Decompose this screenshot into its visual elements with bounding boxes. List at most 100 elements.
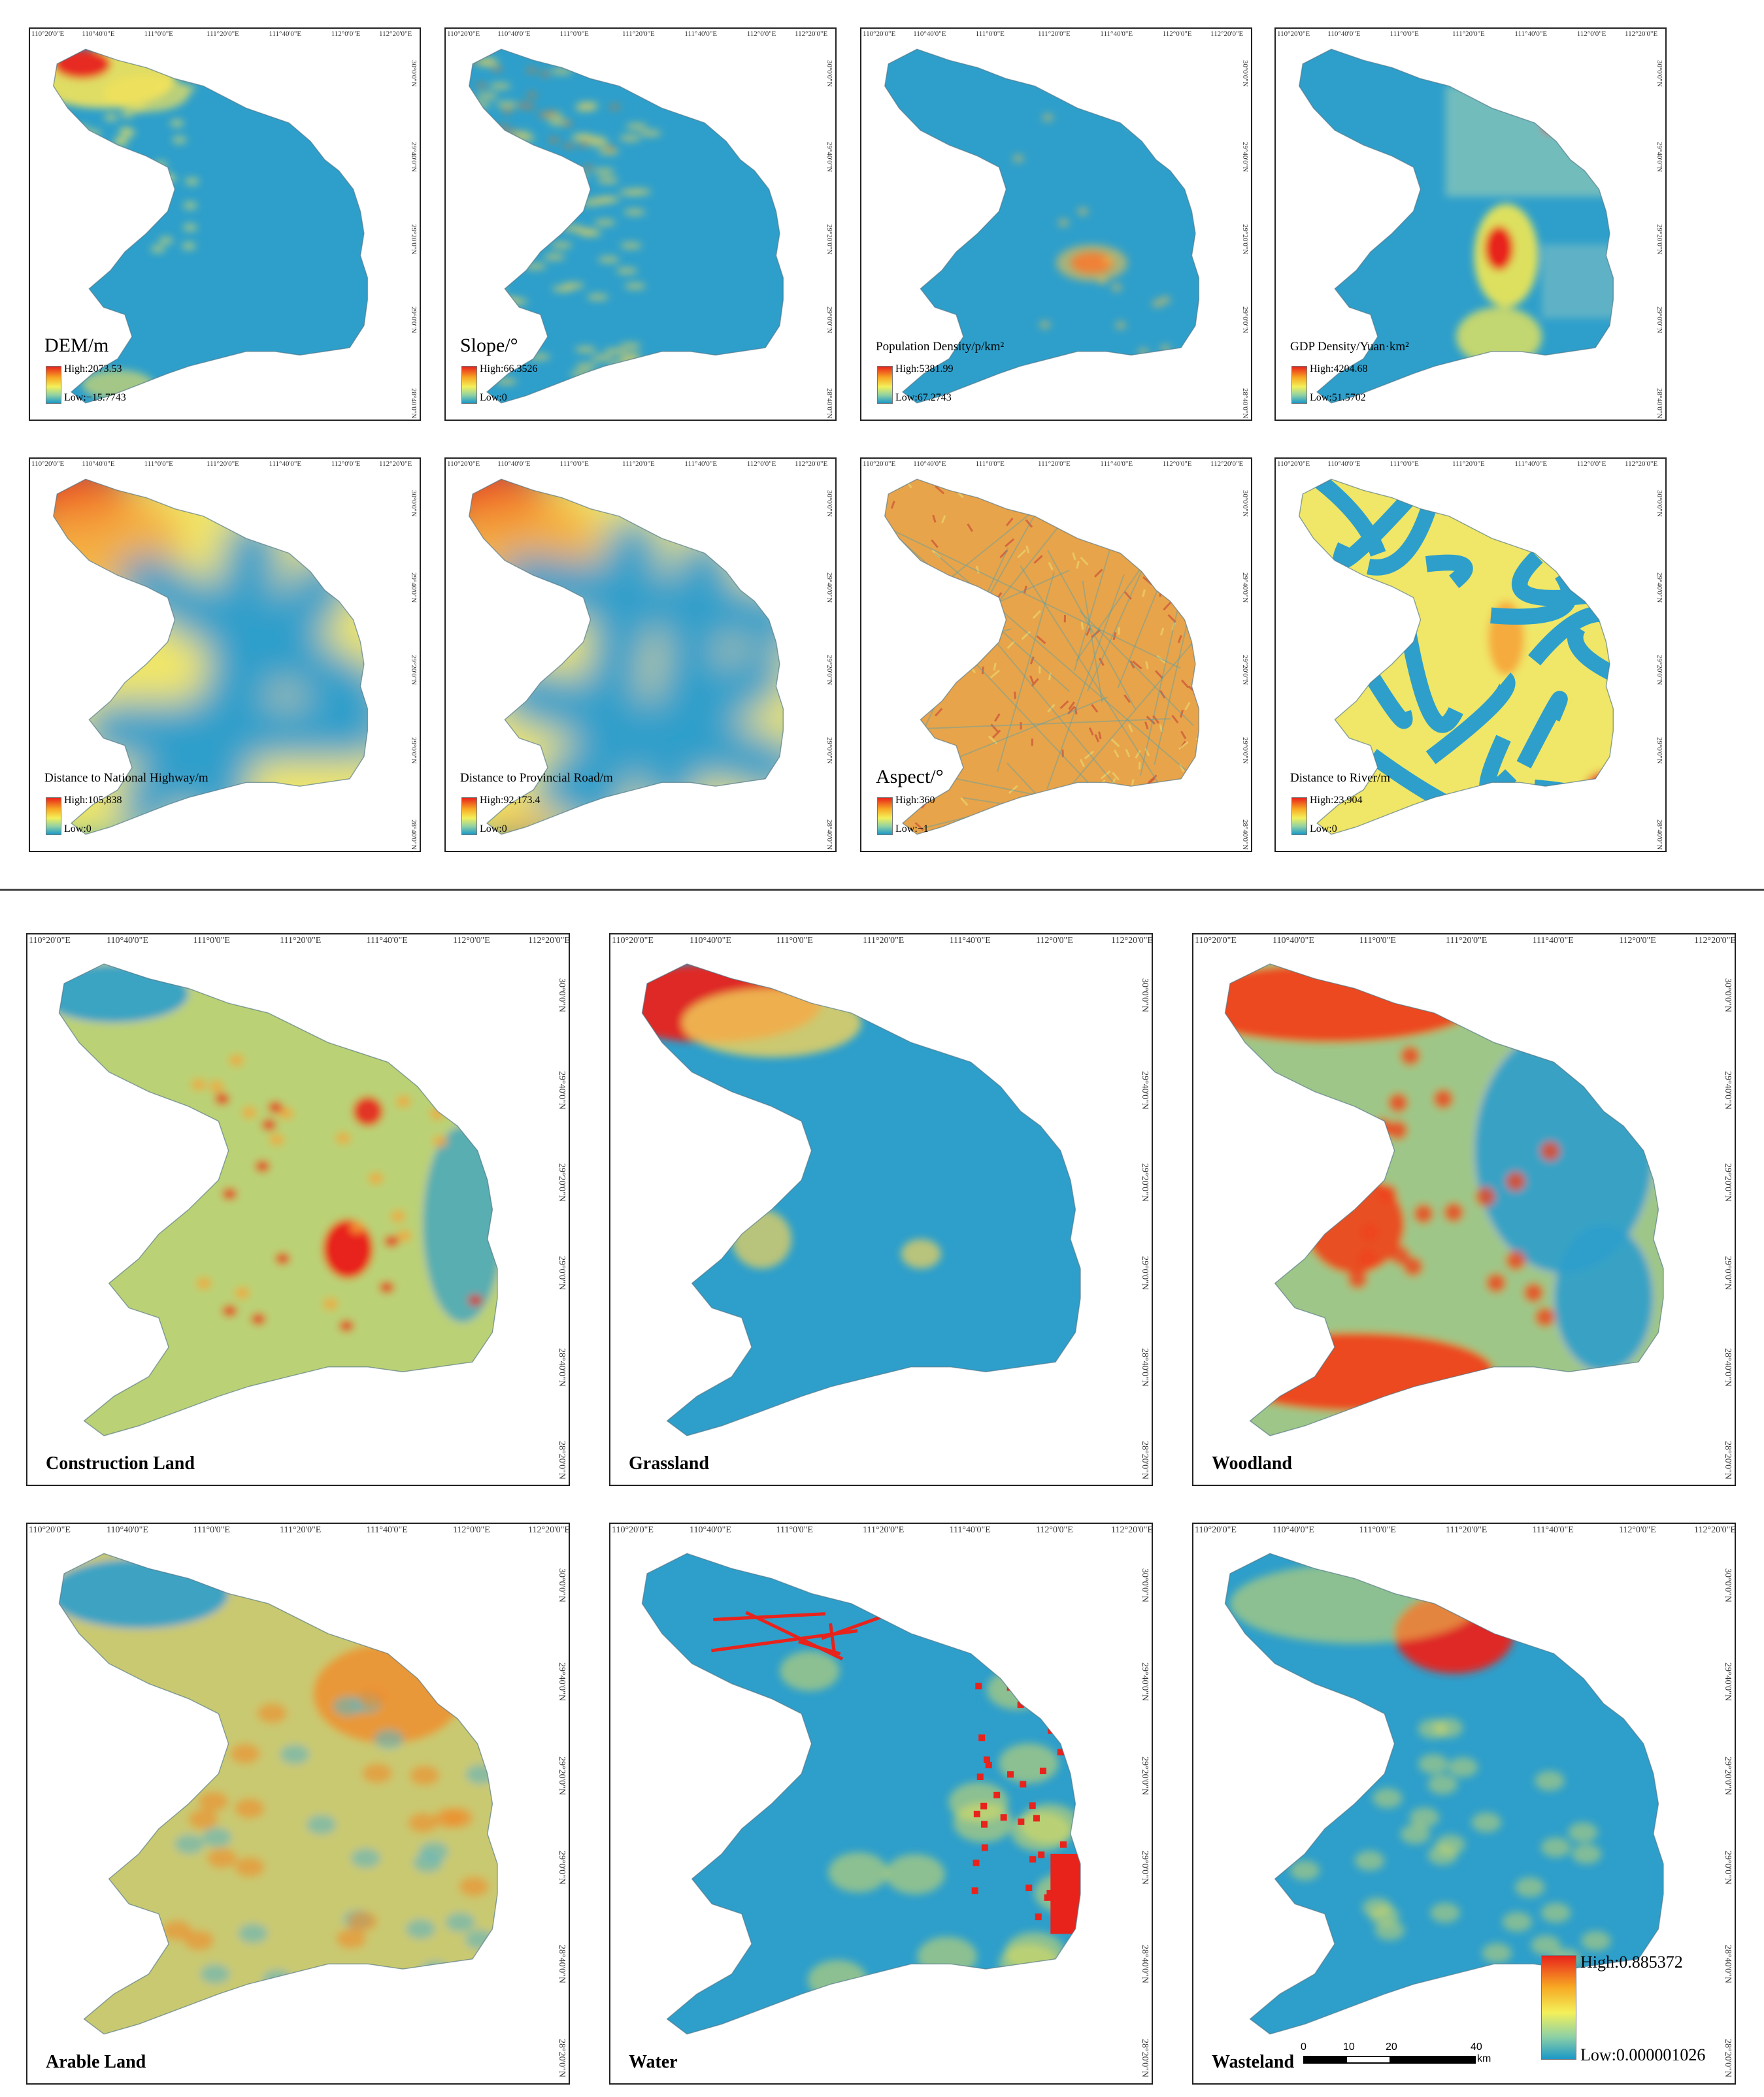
lon-tick-top: 112°20'0"E bbox=[1694, 1525, 1736, 1535]
lon-tick-top: 110°20'0"E bbox=[29, 1525, 71, 1535]
lon-tick-top: 111°40'0"E bbox=[366, 1525, 408, 1535]
lat-tick-right: 29°20'0"N bbox=[1241, 224, 1249, 255]
lon-tick-top: 111°40'0"E bbox=[684, 460, 718, 468]
legend-low: Low:67.2743 bbox=[895, 392, 952, 403]
lat-tick-right: 30°0'0"N bbox=[1723, 1568, 1733, 1603]
legend-color-bar bbox=[461, 797, 477, 835]
lat-tick-right: 28°20'0"N bbox=[557, 1440, 567, 1479]
lat-tick-right: 28°20'0"N bbox=[557, 2038, 567, 2077]
lat-tick-right: 28°20'0"N bbox=[1723, 2038, 1733, 2077]
legend-low: Low:0 bbox=[480, 392, 507, 403]
factor-map-panel: 110°20'0"E 110°40'0"E 111°0'0"E 111°20'0"E 1… bbox=[1274, 27, 1667, 421]
map-title: Slope/° bbox=[460, 335, 518, 356]
factor-map-panel: 110°20'0"E 110°40'0"E 111°0'0"E 111°20'0"E 1… bbox=[860, 457, 1252, 852]
lon-tick-top: 111°40'0"E bbox=[366, 936, 408, 946]
lon-tick-top: 112°0'0"E bbox=[1035, 1525, 1073, 1535]
lon-tick-top: 111°0'0"E bbox=[975, 30, 1005, 38]
legend-color-bar bbox=[46, 797, 61, 835]
lat-tick-right: 29°40'0"N bbox=[1140, 1662, 1150, 1702]
legend-color-bar bbox=[46, 366, 61, 404]
lat-tick-right: 29°20'0"N bbox=[1656, 655, 1663, 685]
lon-tick-top: 111°20'0"E bbox=[1446, 1525, 1488, 1535]
lon-tick-top: 111°40'0"E bbox=[1514, 460, 1548, 468]
legend-color-bar bbox=[461, 366, 477, 404]
map-canvas bbox=[1224, 1553, 1664, 2035]
legend-high: High:23,904 bbox=[1310, 795, 1363, 806]
lat-tick-right: 29°0'0"N bbox=[1723, 1850, 1733, 1885]
lon-tick-top: 110°20'0"E bbox=[29, 936, 71, 946]
lon-tick-top: 111°20'0"E bbox=[863, 1525, 905, 1535]
lat-tick-right: 30°0'0"N bbox=[1656, 59, 1663, 87]
map-title: Distance to Provincial Road/m bbox=[460, 771, 613, 785]
lon-tick-top: 110°20'0"E bbox=[1195, 936, 1237, 946]
lat-tick-right: 29°0'0"N bbox=[557, 1255, 567, 1290]
lon-tick-top: 110°40'0"E bbox=[107, 936, 148, 946]
legend-low: Low:0 bbox=[480, 823, 507, 834]
lon-tick-top: 111°20'0"E bbox=[1452, 460, 1485, 468]
legend-low: Low:0 bbox=[64, 823, 92, 834]
map-canvas bbox=[641, 1553, 1081, 2035]
lat-tick-right: 29°0'0"N bbox=[557, 1850, 567, 1885]
lat-tick-right: 28°40'0"N bbox=[1241, 819, 1249, 850]
lon-tick-top: 111°0'0"E bbox=[975, 460, 1005, 468]
lat-tick-right: 29°0'0"N bbox=[825, 737, 833, 764]
lat-tick-right: 28°40'0"N bbox=[1241, 388, 1249, 419]
scale-bar-label: 0 bbox=[1301, 2041, 1306, 2053]
lat-tick-right: 29°40'0"N bbox=[1656, 572, 1663, 603]
lon-tick-top: 112°20'0"E bbox=[528, 1525, 570, 1535]
lon-tick-top: 111°40'0"E bbox=[269, 460, 302, 468]
lon-tick-top: 111°20'0"E bbox=[1452, 30, 1485, 38]
lon-tick-top: 112°0'0"E bbox=[331, 30, 361, 38]
lon-tick-top: 112°0'0"E bbox=[1162, 460, 1192, 468]
scale-bar-label: 20 bbox=[1386, 2041, 1397, 2053]
lat-tick-right: 29°40'0"N bbox=[1241, 142, 1249, 173]
lon-tick-top: 112°0'0"E bbox=[1576, 460, 1606, 468]
map-canvas bbox=[641, 963, 1081, 1436]
lon-tick-top: 111°20'0"E bbox=[280, 936, 322, 946]
lon-tick-top: 112°20'0"E bbox=[528, 936, 570, 946]
lat-tick-right: 29°0'0"N bbox=[1656, 737, 1663, 764]
lat-tick-right: 30°0'0"N bbox=[410, 59, 418, 87]
lat-tick-right: 28°40'0"N bbox=[410, 819, 418, 850]
lon-tick-top: 111°20'0"E bbox=[1446, 936, 1488, 946]
lon-tick-top: 111°40'0"E bbox=[1514, 30, 1548, 38]
lon-tick-top: 112°0'0"E bbox=[746, 30, 776, 38]
map-canvas bbox=[469, 48, 784, 404]
lon-tick-top: 111°20'0"E bbox=[1038, 30, 1071, 38]
landuse-map-panel: 110°20'0"E 110°40'0"E 111°0'0"E 111°20'0"E 1… bbox=[1192, 933, 1736, 1486]
lat-tick-right: 29°40'0"N bbox=[1723, 1662, 1733, 1702]
lon-tick-top: 110°40'0"E bbox=[913, 460, 946, 468]
lat-tick-right: 29°20'0"N bbox=[1140, 1163, 1150, 1202]
map-canvas bbox=[1224, 963, 1664, 1436]
landuse-map-panel: 110°20'0"E 110°40'0"E 111°0'0"E 111°20'0"E 1… bbox=[609, 1523, 1153, 2085]
lat-tick-right: 29°40'0"N bbox=[825, 572, 833, 603]
lon-tick-top: 111°40'0"E bbox=[949, 1525, 991, 1535]
lon-tick-top: 112°20'0"E bbox=[1210, 30, 1244, 38]
factor-map-panel: 110°20'0"E 110°40'0"E 111°0'0"E 111°20'0"E 1… bbox=[29, 457, 421, 852]
lat-tick-right: 30°0'0"N bbox=[557, 1568, 567, 1603]
lon-tick-top: 111°40'0"E bbox=[1532, 936, 1574, 946]
lon-tick-top: 110°40'0"E bbox=[690, 1525, 731, 1535]
lat-tick-right: 30°0'0"N bbox=[410, 490, 418, 517]
legend-high: High:105,838 bbox=[64, 795, 122, 806]
lat-tick-right: 29°20'0"N bbox=[557, 1757, 567, 1796]
lat-tick-right: 28°40'0"N bbox=[410, 388, 418, 419]
lat-tick-right: 29°20'0"N bbox=[410, 655, 418, 685]
lon-tick-top: 110°20'0"E bbox=[447, 460, 480, 468]
lon-tick-top: 110°40'0"E bbox=[1273, 936, 1314, 946]
lon-tick-top: 111°40'0"E bbox=[269, 30, 302, 38]
lon-tick-top: 110°20'0"E bbox=[1277, 460, 1310, 468]
map-title: Distance to National Highway/m bbox=[44, 771, 208, 785]
legend-low: Low:−1 bbox=[895, 823, 929, 834]
map-title: GDP Density/Yuan·km² bbox=[1290, 340, 1409, 354]
lon-tick-top: 110°20'0"E bbox=[863, 460, 896, 468]
lon-tick-top: 111°0'0"E bbox=[144, 30, 173, 38]
lon-tick-top: 110°20'0"E bbox=[612, 936, 654, 946]
lat-tick-right: 29°40'0"N bbox=[1723, 1070, 1733, 1110]
legend-high: High:5381.99 bbox=[895, 363, 954, 374]
lat-tick-right: 29°20'0"N bbox=[1723, 1757, 1733, 1796]
lon-tick-top: 111°0'0"E bbox=[1390, 30, 1419, 38]
lon-tick-top: 112°20'0"E bbox=[795, 460, 828, 468]
lon-tick-top: 112°0'0"E bbox=[1618, 1525, 1656, 1535]
factor-map-panel: 110°20'0"E 110°40'0"E 111°0'0"E 111°20'0"E 1… bbox=[444, 457, 837, 852]
